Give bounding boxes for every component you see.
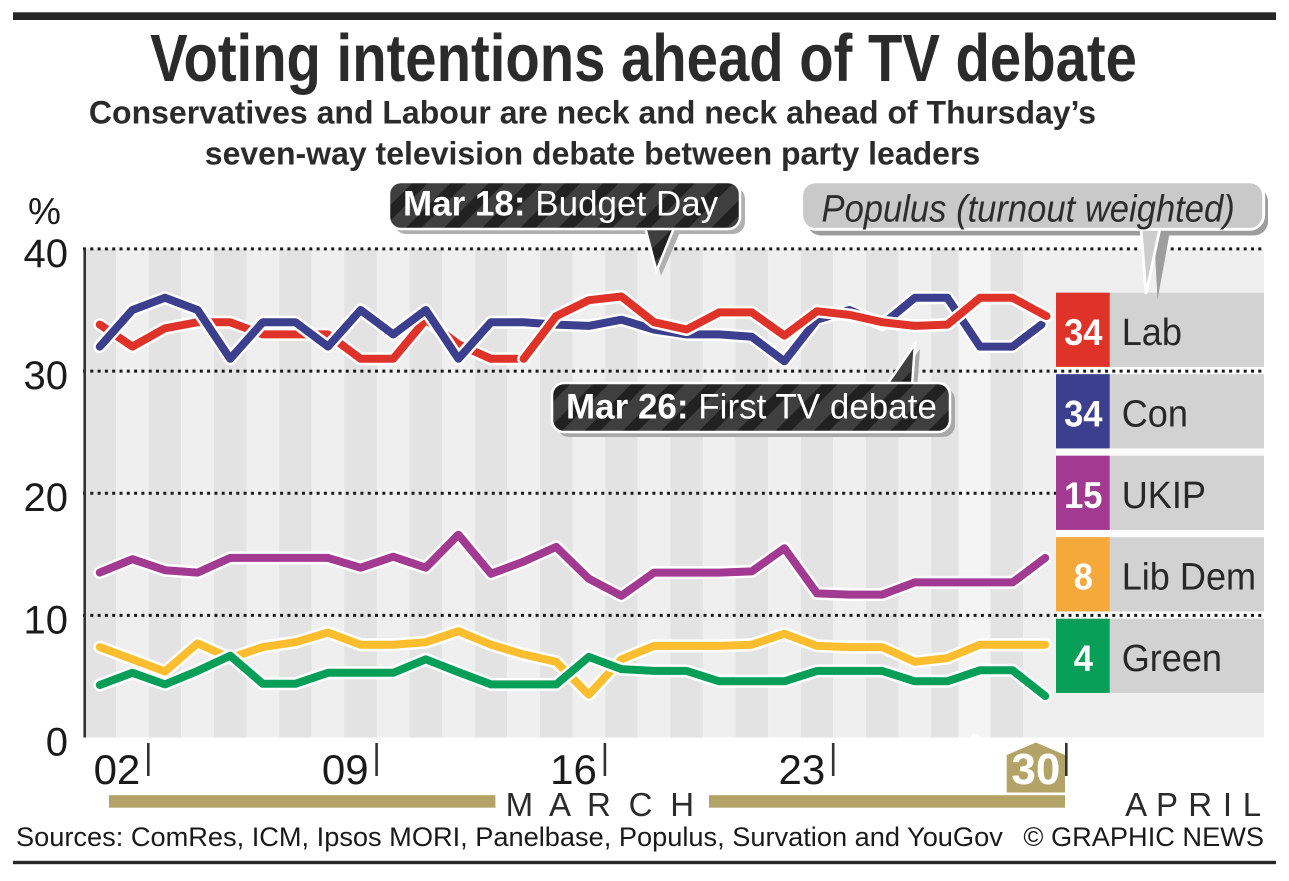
svg-text:23: 23 <box>778 746 825 793</box>
svg-text:0: 0 <box>46 721 68 765</box>
svg-text:Conservatives and Labour are n: Conservatives and Labour are neck and ne… <box>89 95 1096 131</box>
svg-text:Green: Green <box>1122 636 1222 679</box>
svg-text:34: 34 <box>1064 311 1102 354</box>
svg-text:Voting intentions ahead of TV: Voting intentions ahead of TV debate <box>150 21 1137 96</box>
svg-text:10: 10 <box>24 598 69 642</box>
svg-text:A P R I L: A P R I L <box>1125 786 1262 823</box>
svg-text:Mar 18: Budget Day: Mar 18: Budget Day <box>403 185 719 224</box>
svg-text:02: 02 <box>94 746 141 793</box>
svg-text:Sources: ComRes, ICM, Ipsos MO: Sources: ComRes, ICM, Ipsos MORI, Panelb… <box>16 821 1003 852</box>
svg-text:Lib Dem: Lib Dem <box>1122 555 1256 598</box>
svg-text:40: 40 <box>24 232 69 276</box>
svg-text:UKIP: UKIP <box>1122 473 1206 516</box>
svg-text:09: 09 <box>322 746 369 793</box>
svg-text:15: 15 <box>1064 474 1102 517</box>
svg-text:16: 16 <box>550 746 597 793</box>
svg-text:8: 8 <box>1074 555 1093 598</box>
svg-text:%: % <box>28 191 61 232</box>
svg-text:M A R C H: M A R C H <box>506 786 699 823</box>
svg-text:Lab: Lab <box>1122 310 1182 353</box>
svg-text:30: 30 <box>24 354 69 398</box>
svg-text:Con: Con <box>1122 392 1188 435</box>
svg-text:4: 4 <box>1074 637 1093 680</box>
svg-text:34: 34 <box>1064 392 1102 435</box>
svg-text:seven-way television debate be: seven-way television debate between part… <box>205 136 980 172</box>
svg-text:20: 20 <box>24 476 69 520</box>
svg-text:Populus (turnout weighted): Populus (turnout weighted) <box>822 187 1235 230</box>
svg-text:© GRAPHIC NEWS: © GRAPHIC NEWS <box>1023 821 1264 852</box>
svg-text:Mar 26: First TV debate: Mar 26: First TV debate <box>566 388 937 427</box>
svg-text:30: 30 <box>1011 745 1060 794</box>
